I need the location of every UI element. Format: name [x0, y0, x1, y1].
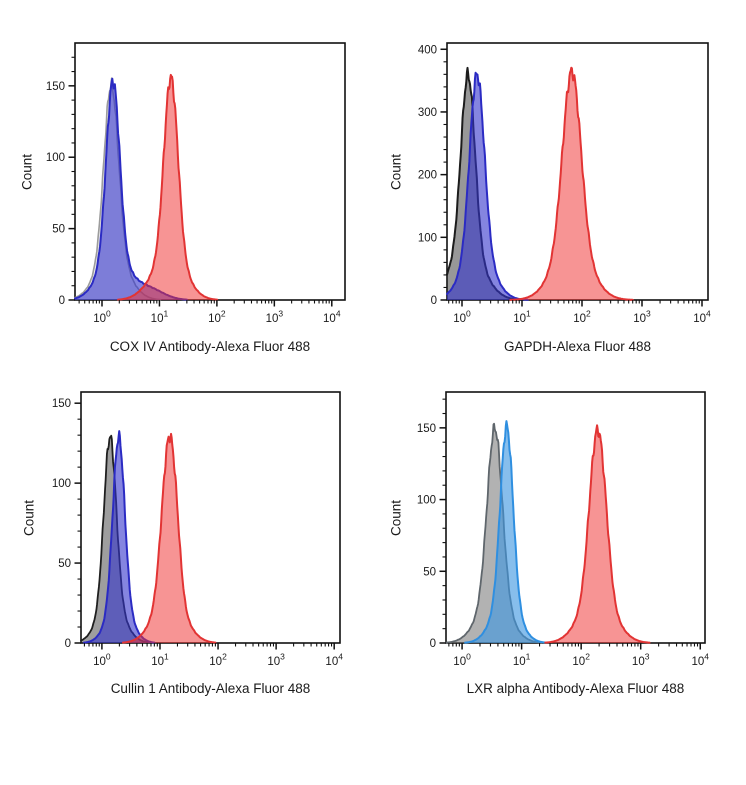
lxr-alpha-histogram-plot: 100 101 102 103 104 0 50 100 150 [417, 391, 709, 668]
svg-text:200: 200 [418, 170, 437, 182]
svg-text:102: 102 [573, 309, 591, 326]
svg-text:104: 104 [325, 652, 343, 669]
x-axis-title-lxr-alpha: LXR alpha Antibody-Alexa Fluor 488 [466, 681, 685, 696]
svg-text:100: 100 [46, 152, 65, 164]
svg-text:103: 103 [632, 652, 650, 669]
x-axis-title-cullin-1: Cullin 1 Antibody-Alexa Fluor 488 [110, 681, 311, 696]
svg-text:0: 0 [431, 295, 437, 307]
svg-text:400: 400 [418, 44, 437, 56]
svg-text:101: 101 [151, 652, 169, 669]
svg-text:150: 150 [52, 398, 71, 410]
svg-text:50: 50 [423, 566, 436, 578]
svg-text:100: 100 [93, 652, 111, 669]
svg-text:104: 104 [323, 309, 341, 326]
svg-text:100: 100 [418, 232, 437, 244]
svg-text:0: 0 [59, 295, 65, 307]
svg-text:103: 103 [266, 309, 284, 326]
svg-text:0: 0 [430, 638, 436, 650]
svg-text:100: 100 [93, 309, 111, 326]
cox-iv-histogram-plot: 100 101 102 103 104 0 50 100 150 [46, 42, 346, 325]
svg-text:100: 100 [453, 309, 471, 326]
svg-text:150: 150 [46, 81, 65, 93]
svg-text:0: 0 [65, 638, 71, 650]
svg-text:100: 100 [417, 495, 436, 507]
svg-text:150: 150 [417, 423, 436, 435]
cullin-1-histogram-plot: 100 101 102 103 104 0 50 100 150 [52, 391, 343, 668]
svg-text:103: 103 [267, 652, 285, 669]
gapdh-histogram-plot: 100 101 102 103 104 0 100 200 300 400 [418, 42, 711, 325]
svg-text:102: 102 [572, 652, 590, 669]
svg-text:102: 102 [208, 309, 226, 326]
svg-text:104: 104 [691, 652, 709, 669]
svg-text:300: 300 [418, 107, 437, 119]
svg-text:100: 100 [52, 478, 71, 490]
svg-text:101: 101 [513, 652, 531, 669]
svg-text:50: 50 [58, 558, 71, 570]
y-axis-label-count: Count [21, 499, 37, 536]
svg-text:100: 100 [453, 652, 471, 669]
svg-text:50: 50 [52, 224, 65, 236]
svg-text:104: 104 [693, 309, 711, 326]
svg-text:102: 102 [209, 652, 227, 669]
svg-text:101: 101 [513, 309, 531, 326]
x-axis-title-cox-iv: COX IV Antibody-Alexa Fluor 488 [109, 339, 311, 354]
y-axis-label-count: Count [19, 153, 35, 190]
svg-text:103: 103 [633, 309, 651, 326]
y-axis-label-count: Count [388, 153, 404, 190]
y-axis-label-count: Count [388, 499, 404, 536]
x-axis-title-gapdh: GAPDH-Alexa Fluor 488 [503, 339, 652, 354]
svg-text:101: 101 [151, 309, 169, 326]
